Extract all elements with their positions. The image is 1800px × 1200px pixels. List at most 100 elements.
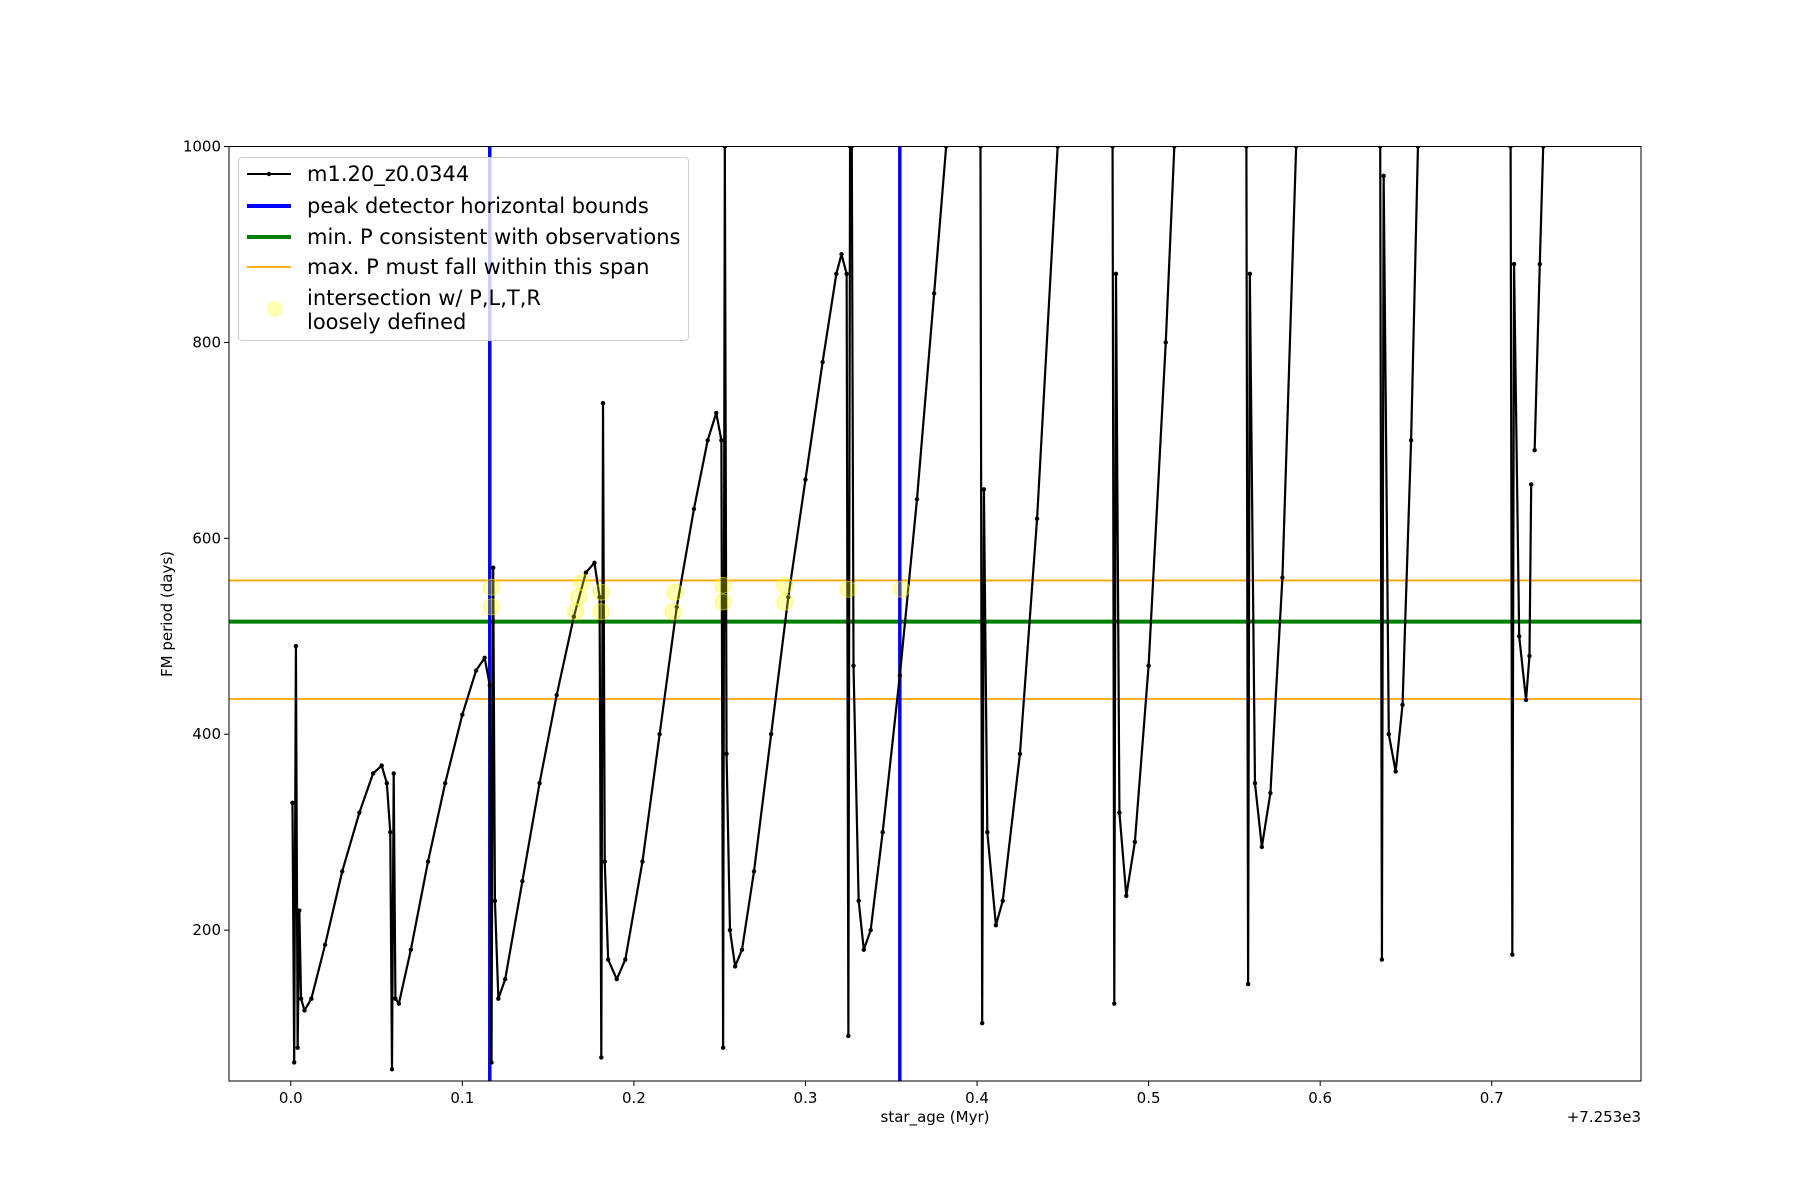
x-tick-label: 0.5	[1137, 1089, 1161, 1107]
scatter-point	[482, 598, 500, 616]
scatter-point	[570, 588, 588, 606]
series-point	[1132, 839, 1138, 845]
series-point	[914, 496, 920, 502]
series-point	[931, 291, 937, 296]
legend: m1.20_z0.0344 peak detector horizontal bo…	[238, 157, 689, 341]
series-point	[520, 878, 525, 884]
legend-marker	[267, 301, 283, 317]
series-point	[1172, 146, 1177, 149]
series-point	[340, 869, 345, 874]
scatter-point	[893, 580, 911, 598]
y-axis-label: FM period (days)	[158, 551, 176, 677]
x-tick-label: 0.4	[965, 1089, 989, 1107]
series-point	[1293, 146, 1299, 149]
series-point	[1523, 697, 1529, 703]
series-point	[724, 751, 729, 757]
series-point	[844, 271, 849, 277]
series-point	[396, 1001, 402, 1006]
scatter-point	[714, 593, 732, 611]
series-point	[768, 732, 774, 737]
series-point	[1163, 340, 1168, 345]
series-point	[583, 570, 589, 575]
scatter-point	[573, 573, 591, 591]
y-tick-label: 800	[192, 333, 221, 351]
legend-handle	[267, 301, 283, 317]
series-point	[492, 898, 498, 903]
series-point	[1408, 438, 1414, 443]
series-point	[1528, 482, 1534, 487]
series-point	[640, 859, 645, 864]
series-point	[1541, 146, 1546, 149]
series-point	[592, 560, 597, 566]
scatter-point	[666, 583, 684, 601]
series-point	[732, 964, 738, 969]
series-point	[425, 859, 431, 864]
series-point	[868, 927, 873, 933]
y-tick-label: 400	[192, 725, 221, 743]
series-point	[1017, 751, 1023, 757]
legend-handle	[247, 235, 291, 239]
series-point	[1280, 575, 1285, 580]
series-point	[290, 800, 295, 806]
legend-handle	[247, 266, 291, 268]
series-point	[388, 829, 393, 835]
x-tick-label: 0.7	[1480, 1089, 1504, 1107]
series-point	[442, 781, 448, 786]
series-point	[482, 655, 487, 661]
series-point	[1055, 146, 1060, 149]
series-point	[1000, 898, 1005, 903]
series-point	[820, 359, 825, 365]
series-point	[391, 771, 396, 776]
legend-label: min. P consistent with observations	[307, 225, 681, 249]
scatter-point	[567, 603, 585, 621]
series-point	[1268, 790, 1273, 796]
scatter-point	[714, 576, 732, 594]
scatter-point	[776, 576, 794, 594]
series-point	[1247, 271, 1253, 277]
series-point	[408, 947, 414, 952]
series-point	[691, 506, 697, 512]
series-point	[302, 1008, 307, 1013]
series-point	[357, 810, 362, 815]
series-point	[1532, 447, 1537, 453]
series-point	[291, 1060, 297, 1065]
series-point	[473, 668, 479, 673]
series-point	[1034, 516, 1040, 521]
series-point	[614, 976, 619, 982]
series-point	[1113, 271, 1119, 277]
series-point	[600, 400, 606, 406]
series-point	[1381, 173, 1386, 179]
series-point	[309, 996, 314, 1001]
y-tick-label: 200	[192, 921, 221, 939]
series-point	[1110, 146, 1115, 149]
series-point	[1511, 261, 1517, 267]
series-point	[379, 763, 384, 768]
series-point	[298, 996, 304, 1001]
series-point	[1259, 844, 1265, 850]
plot-area	[229, 146, 1641, 1081]
legend-handle	[247, 171, 291, 177]
legend-label: peak detector horizontal bounds	[307, 194, 649, 218]
series-point	[739, 947, 745, 952]
series-point	[460, 712, 465, 717]
series-point	[1379, 957, 1385, 962]
series-point	[293, 643, 299, 649]
legend-label: intersection w/ P,L,T,R loosely defined	[307, 286, 541, 334]
series-point	[1400, 702, 1405, 708]
series-point	[605, 957, 611, 962]
series-point	[1393, 769, 1398, 774]
x-offset-label: +7.253e3	[1567, 1108, 1641, 1126]
series-point	[1537, 261, 1542, 267]
series-point	[657, 732, 662, 737]
series-point	[719, 438, 724, 443]
series-point	[597, 594, 602, 600]
series-point	[322, 942, 328, 948]
scatter-point	[592, 583, 610, 601]
legend-label: max. P must fall within this span	[307, 255, 650, 279]
series-point	[943, 146, 949, 149]
series-point	[389, 1067, 395, 1072]
series-point	[1117, 810, 1122, 815]
series-point	[503, 976, 508, 982]
series-point	[295, 1045, 300, 1050]
